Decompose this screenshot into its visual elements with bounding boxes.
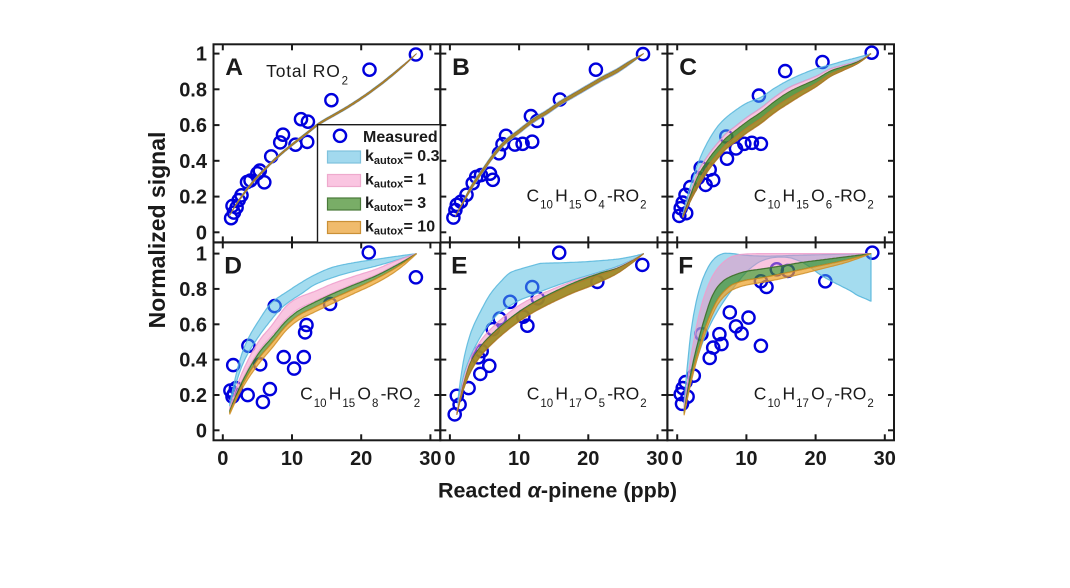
svg-text:C10H15O4-RO2: C10H15O4-RO2 xyxy=(527,185,647,211)
svg-text:30: 30 xyxy=(419,448,441,470)
svg-text:A: A xyxy=(225,54,243,81)
svg-text:C10H15O6-RO2: C10H15O6-RO2 xyxy=(754,185,874,211)
svg-text:Normalized signal: Normalized signal xyxy=(144,132,170,329)
svg-text:= 1: = 1 xyxy=(404,172,427,189)
svg-text:0.2: 0.2 xyxy=(179,187,207,209)
svg-text:0.8: 0.8 xyxy=(179,79,207,101)
svg-text:C10H15O8-RO2: C10H15O8-RO2 xyxy=(300,384,420,410)
svg-text:E: E xyxy=(451,253,467,280)
svg-text:30: 30 xyxy=(874,448,896,470)
svg-text:10: 10 xyxy=(508,448,530,470)
svg-text:0: 0 xyxy=(196,222,207,244)
svg-text:10: 10 xyxy=(735,448,757,470)
svg-text:0: 0 xyxy=(444,448,455,470)
svg-text:0.2: 0.2 xyxy=(179,385,207,407)
svg-text:10: 10 xyxy=(281,448,303,470)
svg-text:20: 20 xyxy=(804,448,826,470)
svg-text:0.4: 0.4 xyxy=(179,151,208,173)
svg-text:0.6: 0.6 xyxy=(179,115,207,137)
svg-text:0: 0 xyxy=(217,448,228,470)
svg-text:0.4: 0.4 xyxy=(179,350,208,372)
svg-text:= 3: = 3 xyxy=(404,195,427,212)
svg-text:0.8: 0.8 xyxy=(179,279,207,301)
svg-text:= 0.3: = 0.3 xyxy=(404,148,440,165)
svg-text:= 10: = 10 xyxy=(404,219,436,236)
svg-text:1: 1 xyxy=(196,244,207,266)
svg-text:30: 30 xyxy=(646,448,668,470)
svg-text:C10H17O5-RO2: C10H17O5-RO2 xyxy=(527,384,647,410)
svg-text:20: 20 xyxy=(350,448,372,470)
svg-text:Measured: Measured xyxy=(363,129,438,146)
svg-text:0: 0 xyxy=(672,448,683,470)
svg-text:B: B xyxy=(452,54,470,81)
svg-text:C10H17O7-RO2: C10H17O7-RO2 xyxy=(754,384,874,410)
svg-text:Total RO2: Total RO2 xyxy=(266,61,349,87)
svg-text:1: 1 xyxy=(196,44,207,66)
svg-text:20: 20 xyxy=(577,448,599,470)
svg-text:F: F xyxy=(678,253,693,280)
svg-text:D: D xyxy=(224,253,242,280)
svg-text:C: C xyxy=(679,54,697,81)
svg-text:Reacted α-pinene (ppb): Reacted α-pinene (ppb) xyxy=(438,479,677,503)
svg-text:0: 0 xyxy=(196,420,207,442)
svg-text:0.6: 0.6 xyxy=(179,314,207,336)
